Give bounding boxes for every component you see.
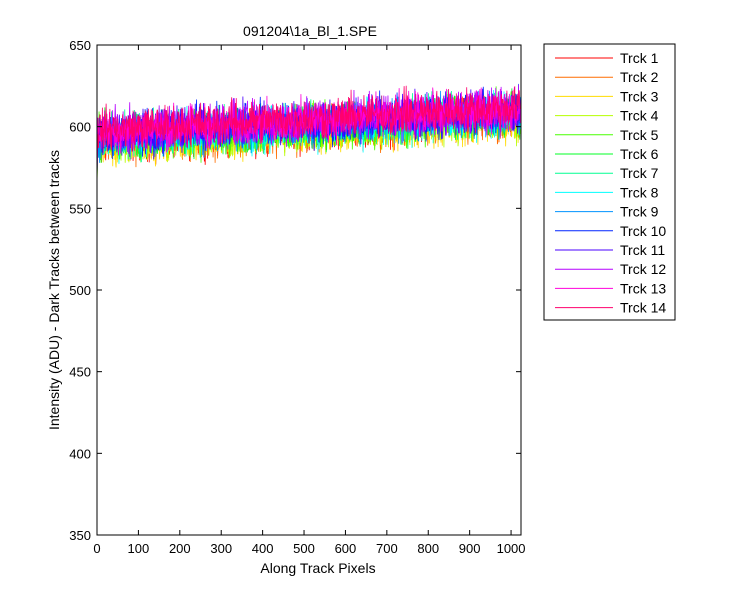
x-tick-label: 400 (252, 541, 274, 556)
x-tick-label: 600 (335, 541, 357, 556)
legend-label-4: Trck 4 (620, 108, 659, 124)
legend-label-9: Trck 9 (620, 204, 659, 220)
legend-label-10: Trck 10 (620, 223, 666, 239)
x-tick-label: 800 (417, 541, 439, 556)
legend-label-3: Trck 3 (620, 88, 659, 104)
y-axis-label: Intensity (ADU) - Dark Tracks between tr… (46, 150, 62, 430)
x-tick-label: 900 (459, 541, 481, 556)
x-tick-label: 500 (293, 541, 315, 556)
legend: Trck 1 Trck 2 Trck 3 Trck 4 Trck 5 Trck 6 Trck… (543, 43, 676, 321)
legend-label-7: Trck 7 (620, 165, 659, 181)
x-tick-label: 100 (128, 541, 150, 556)
chart-title: 091204\1a_Bl_1.SPE (243, 23, 377, 39)
x-tick-label: 0 (93, 541, 100, 556)
y-tick-label: 500 (69, 283, 91, 298)
x-axis: 0 100 200 300 400 500 600 700 800 900 1000 (93, 45, 526, 556)
legend-label-13: Trck 13 (620, 280, 666, 296)
x-tick-label: 700 (376, 541, 398, 556)
y-tick-label: 450 (69, 365, 91, 380)
legend-label-5: Trck 5 (620, 127, 659, 143)
legend-box (543, 43, 676, 321)
y-tick-label: 400 (69, 446, 91, 461)
series-line-14 (96, 85, 522, 184)
y-axis: 350 400 450 500 550 600 650 (69, 38, 521, 543)
y-tick-label: 550 (69, 201, 91, 216)
legend-label-1: Trck 1 (620, 50, 659, 66)
y-tick-label: 650 (69, 38, 91, 53)
legend-label-6: Trck 6 (620, 146, 659, 162)
legend-label-14: Trck 14 (620, 300, 666, 316)
x-tick-label: 1000 (497, 541, 526, 556)
series-layer (96, 83, 522, 184)
x-axis-label: Along Track Pixels (260, 560, 375, 576)
legend-label-8: Trck 8 (620, 184, 659, 200)
legend-label-2: Trck 2 (620, 69, 659, 85)
legend-label-12: Trck 12 (620, 261, 666, 277)
legend-label-11: Trck 11 (620, 242, 665, 258)
y-tick-label: 350 (69, 528, 91, 543)
x-tick-label: 300 (210, 541, 232, 556)
x-tick-label: 200 (169, 541, 191, 556)
y-tick-label: 600 (69, 120, 91, 135)
